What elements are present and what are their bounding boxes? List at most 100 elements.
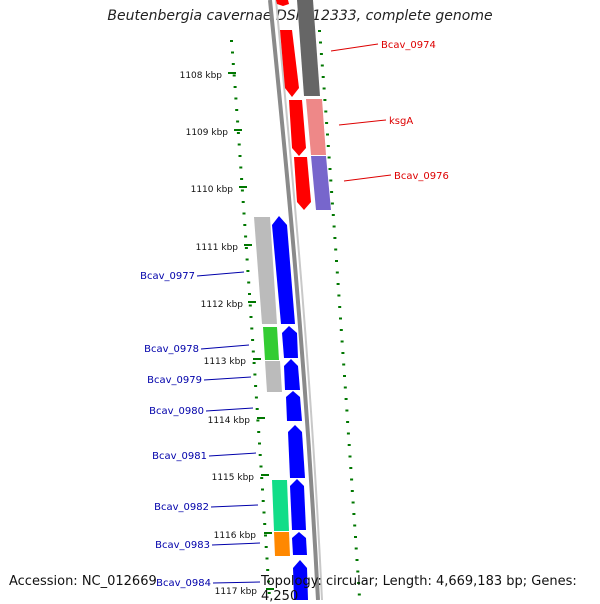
feature-label-bcav-0976[interactable]: Bcav_0976 xyxy=(394,171,449,182)
cds-bcav-0974-arrow xyxy=(276,0,289,6)
cds-ksga xyxy=(289,100,306,156)
feature-label-ksga[interactable]: ksgA xyxy=(389,116,413,127)
ruler-dot xyxy=(254,396,258,399)
feature-label-bcav-0984[interactable]: Bcav_0984 xyxy=(156,578,211,589)
ruler-dot xyxy=(339,329,343,331)
ruler-dot xyxy=(244,247,248,249)
ruler-dot xyxy=(243,224,247,226)
label-leader xyxy=(205,407,254,412)
ruler-dot xyxy=(325,122,329,124)
ruler-dot xyxy=(230,40,233,42)
ruler-dot xyxy=(319,53,323,55)
ruler-dot xyxy=(237,143,241,146)
label-leader xyxy=(208,452,257,457)
feature-label-bcav-0983[interactable]: Bcav_0983 xyxy=(155,540,210,551)
ruler-dot xyxy=(335,271,339,274)
ruler-dot xyxy=(253,373,257,376)
feature-label-bcav-0982[interactable]: Bcav_0982 xyxy=(154,502,209,513)
ruler-dot xyxy=(336,283,340,285)
ruler-dot xyxy=(350,490,354,492)
ruler-dot xyxy=(256,419,260,422)
ruler-dot xyxy=(332,225,336,228)
ruler-dot xyxy=(259,465,263,468)
ruler-label: 1110 kbp xyxy=(191,185,234,195)
ruler-dot xyxy=(345,409,349,412)
ruler-dot xyxy=(262,511,266,514)
feature-label-bcav-0981[interactable]: Bcav_0981 xyxy=(152,451,207,462)
ruler-dot xyxy=(330,202,334,205)
ruler-label: 1108 kbp xyxy=(180,71,223,81)
label-leader xyxy=(196,271,245,277)
ruler-dot xyxy=(251,350,255,353)
ruler-dot xyxy=(244,235,248,238)
feature-cog-ksga xyxy=(306,99,326,155)
cds-bcav-0983 xyxy=(292,532,307,555)
ruler-dot xyxy=(239,166,243,169)
ruler-dot xyxy=(255,408,259,410)
feature-cog-bcav-0977 xyxy=(254,217,277,324)
ruler-dot xyxy=(266,569,270,571)
ruler-dot xyxy=(339,317,342,320)
cds-bcav-0981 xyxy=(288,425,305,478)
ruler-dot xyxy=(347,444,351,446)
ruler-dot xyxy=(350,478,354,481)
ruler-dot xyxy=(261,500,265,502)
ruler-dot xyxy=(249,316,253,318)
feature-label-bcav-0979[interactable]: Bcav_0979 xyxy=(147,375,202,386)
ruler-dot xyxy=(323,99,327,101)
feature-label-bcav-0977[interactable]: Bcav_0977 xyxy=(140,271,195,282)
ruler-dot xyxy=(356,570,360,573)
ruler-dot xyxy=(232,74,236,77)
ruler-dot xyxy=(357,582,361,584)
feature-label-bcav-0974[interactable]: Bcav_0974 xyxy=(381,40,436,51)
ruler-dot xyxy=(330,191,334,193)
feature-cog-bcav-0976 xyxy=(311,156,331,210)
ruler-dot xyxy=(246,270,250,272)
ruler-dots-left xyxy=(230,40,271,594)
ruler-dot xyxy=(231,63,235,65)
ruler-dot xyxy=(231,51,234,54)
ruler-label: 1109 kbp xyxy=(186,128,229,138)
ruler-dot xyxy=(240,178,244,180)
cds-bcav-0979 xyxy=(284,359,300,390)
ruler-dot xyxy=(324,110,328,113)
feature-track-left-cog xyxy=(254,217,290,556)
ruler-dot xyxy=(251,339,255,341)
ruler-dot xyxy=(326,133,329,136)
feature-cog-bcav-0979 xyxy=(265,361,282,392)
ruler-dot xyxy=(331,214,335,216)
ruler-dot xyxy=(235,109,239,111)
ruler-label: 1111 kbp xyxy=(196,243,239,253)
label-leader xyxy=(343,174,392,182)
ruler-dot xyxy=(346,432,350,435)
ruler-dot xyxy=(320,64,324,67)
cds-bcav-0978 xyxy=(282,326,298,358)
ruler-dot xyxy=(351,501,355,504)
ruler-dot xyxy=(234,97,238,100)
feature-label-bcav-0980[interactable]: Bcav_0980 xyxy=(149,406,204,417)
ruler-label: 1113 kbp xyxy=(204,357,247,367)
ruler-label: 1115 kbp xyxy=(212,473,255,483)
ruler-dot xyxy=(241,201,245,203)
ruler-dot xyxy=(342,363,346,366)
ruler-dot xyxy=(264,546,268,548)
backbone xyxy=(268,0,323,600)
ruler-dot xyxy=(248,293,251,295)
ruler-dot xyxy=(343,375,346,377)
feature-label-bcav-0978[interactable]: Bcav_0978 xyxy=(144,344,199,355)
ruler-dot xyxy=(247,281,251,284)
ruler-dot xyxy=(265,557,269,560)
ruler-dot xyxy=(333,237,337,239)
ruler-dot xyxy=(353,524,357,527)
cds-bcav-0977 xyxy=(272,216,295,324)
cds-bcav-0974 xyxy=(280,30,299,97)
ruler-dot xyxy=(329,179,333,182)
ruler-dot xyxy=(236,120,240,123)
feature-track-reverse xyxy=(272,216,308,600)
ruler-dot xyxy=(240,189,244,192)
ruler-dot xyxy=(326,145,330,147)
ruler-dot xyxy=(352,513,356,515)
ruler-dot xyxy=(322,87,326,90)
ruler-dot xyxy=(260,477,264,479)
